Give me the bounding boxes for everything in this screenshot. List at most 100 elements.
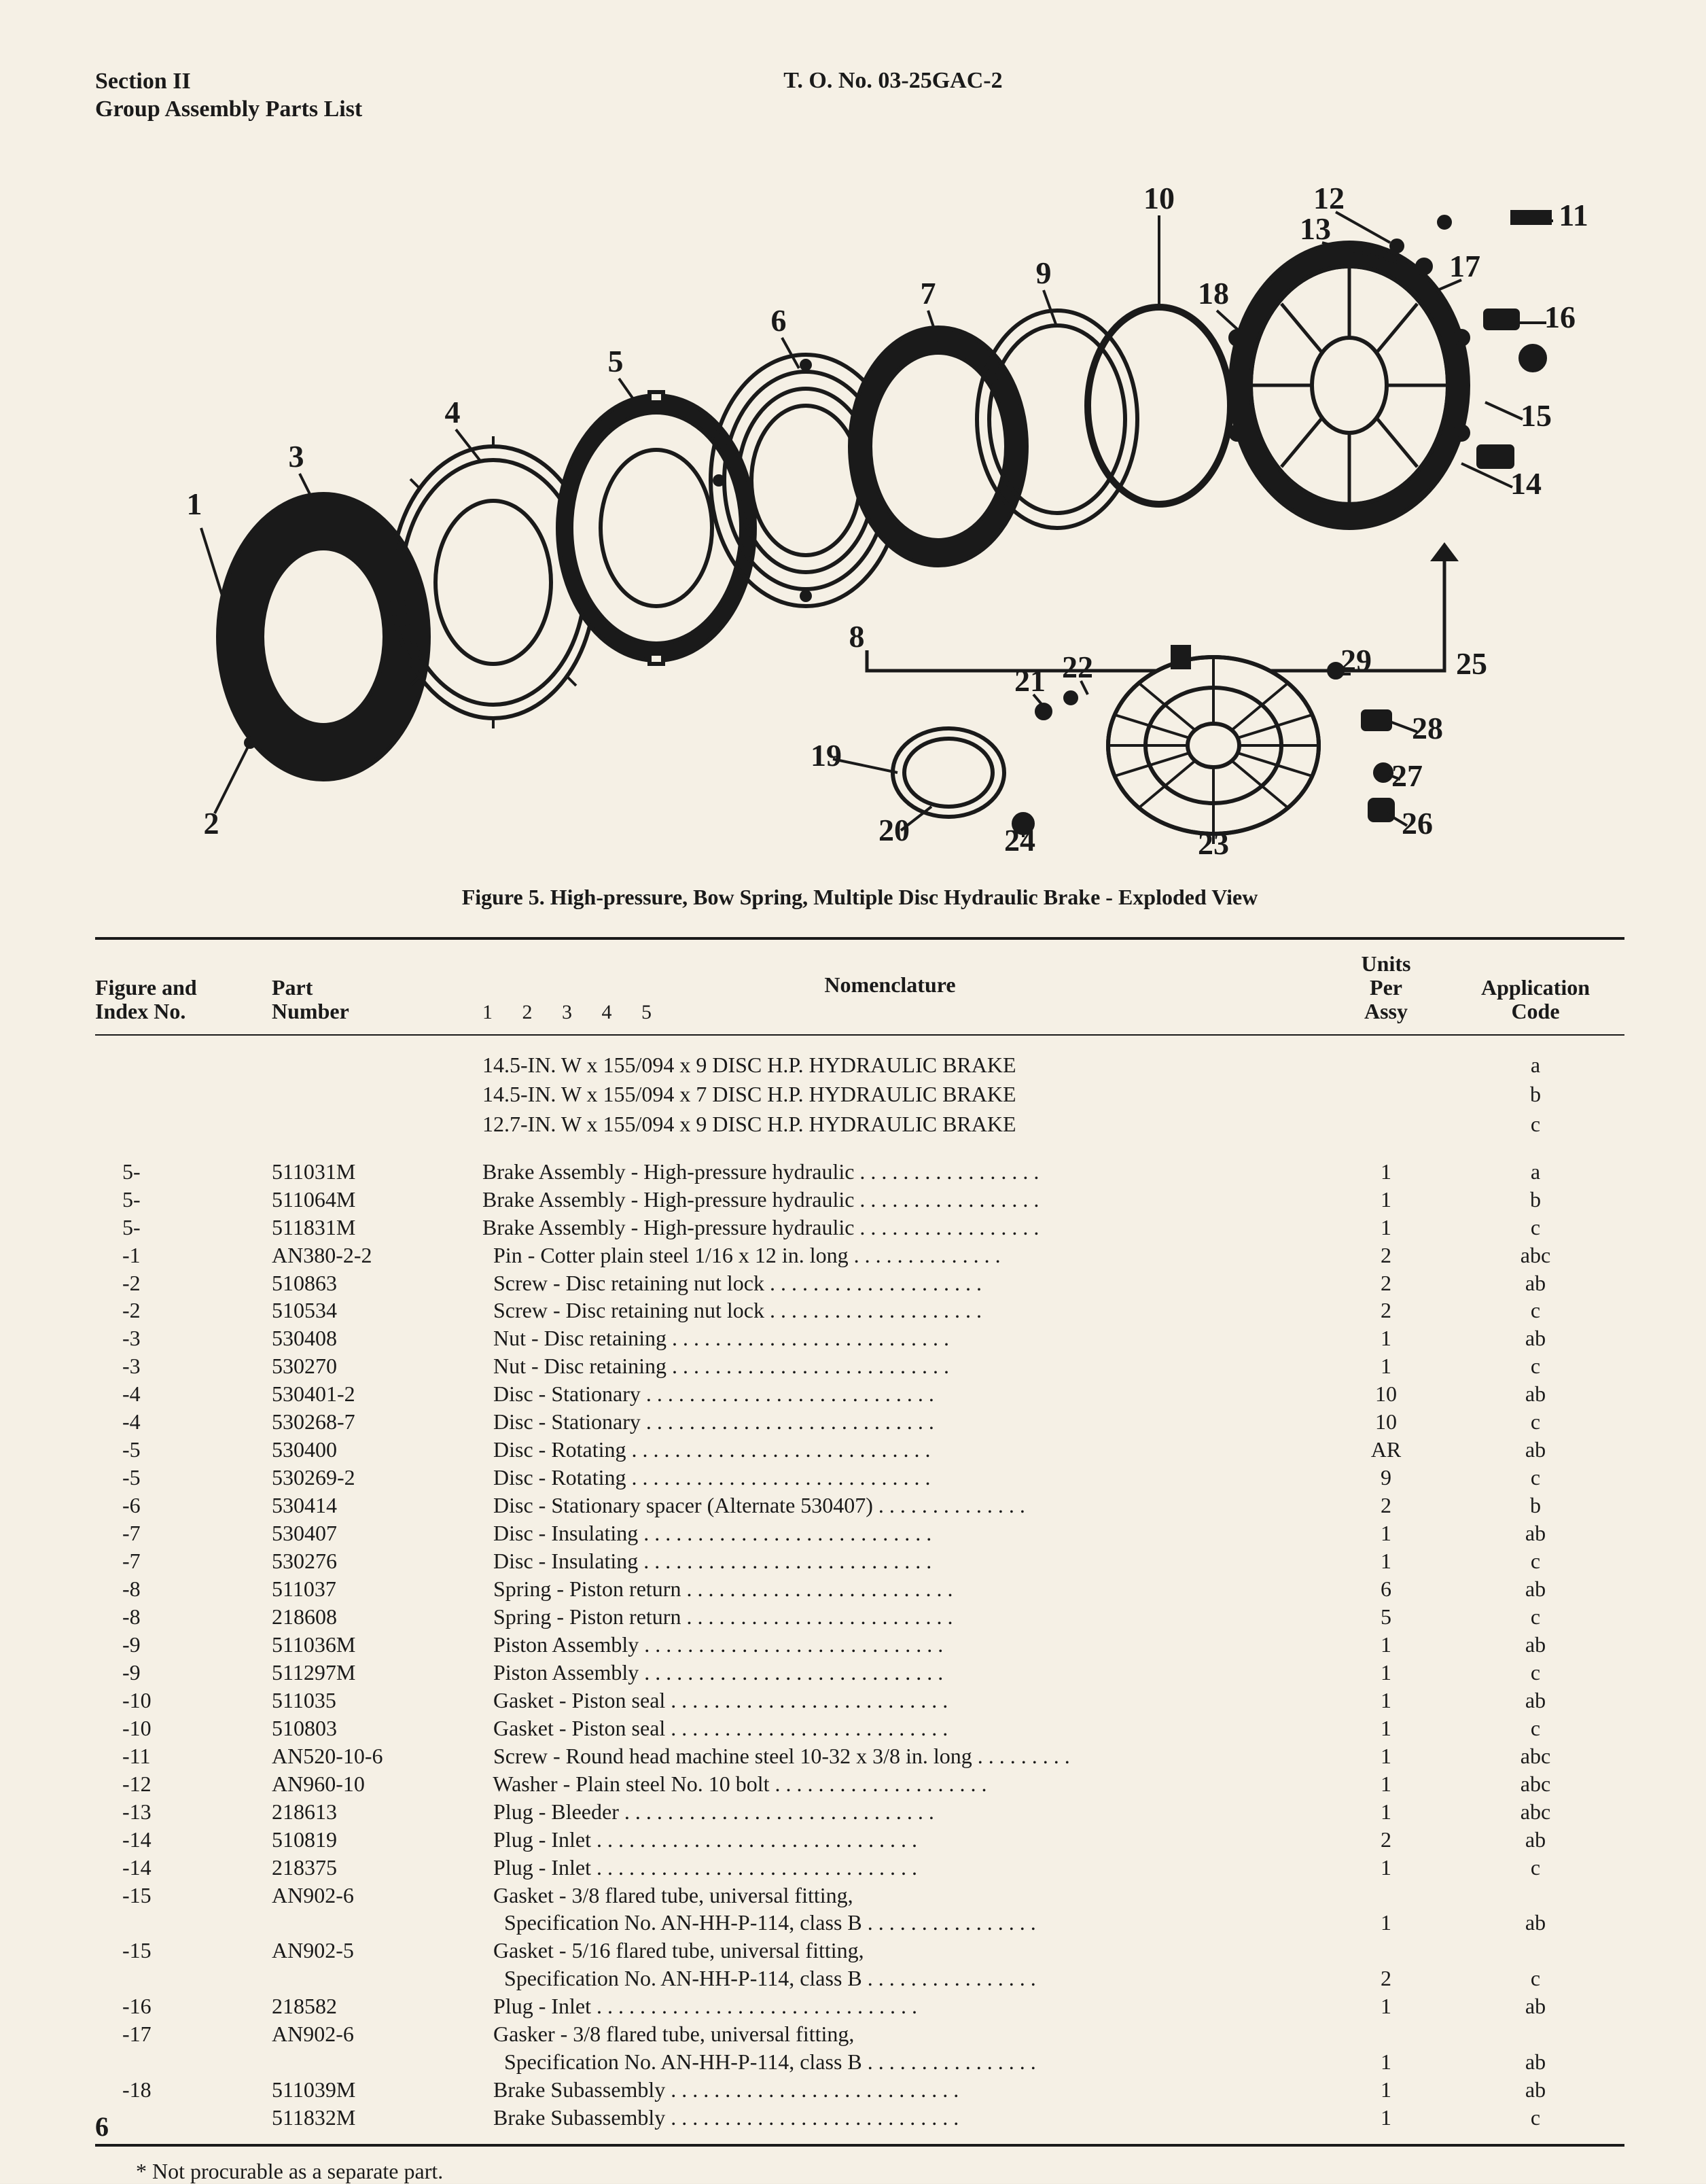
spec-app: a: [1454, 1051, 1617, 1080]
svg-text:13: 13: [1300, 211, 1331, 246]
cell-app: ab: [1454, 1631, 1617, 1659]
cell-app: ab: [1454, 1687, 1617, 1714]
cell-part-number: 511031M: [272, 1158, 462, 1186]
cell-app: ab: [1454, 1436, 1617, 1464]
cell-units: 1: [1318, 1186, 1454, 1214]
cell-nomenclature: Washer - Plain steel No. 10 bolt . . . .…: [462, 1770, 1318, 1798]
cell-fig: -10: [95, 1687, 272, 1714]
cell-part-number: AN902-6: [272, 2020, 462, 2048]
cell-part-number: AN380-2-2: [272, 1241, 462, 1269]
cell-part-number: 511064M: [272, 1186, 462, 1214]
svg-text:16: 16: [1544, 300, 1576, 334]
cell-nomenclature: Gasket - 5/16 flared tube, universal fit…: [462, 1937, 1318, 1965]
table-header: Figure andIndex No. PartNumber Nomenclat…: [95, 947, 1624, 1029]
cell-units: 5: [1318, 1603, 1454, 1631]
cell-fig: -14: [95, 1854, 272, 1882]
cell-units: 1: [1318, 1798, 1454, 1826]
cell-app: c: [1454, 1854, 1617, 1882]
cell-nomenclature: Spring - Piston return . . . . . . . . .…: [462, 1575, 1318, 1603]
table-row: -17 AN902-6 Gasker - 3/8 flared tube, un…: [95, 2020, 1624, 2048]
cell-app: ab: [1454, 1909, 1617, 1937]
cell-fig: -15: [95, 1882, 272, 1909]
cell-fig: 5-: [95, 1158, 272, 1186]
cell-app: ab: [1454, 1826, 1617, 1854]
cell-fig: -17: [95, 2020, 272, 2048]
cell-units: 1: [1318, 2104, 1454, 2132]
cell-fig: -3: [95, 1324, 272, 1352]
cell-part-number: 530276: [272, 1547, 462, 1575]
cell-nomenclature: Disc - Rotating . . . . . . . . . . . . …: [462, 1436, 1318, 1464]
th-application: ApplicationCode: [1454, 976, 1617, 1023]
th-figure-index: Figure andIndex No.: [95, 976, 272, 1023]
table-row: -9 511036M Piston Assembly . . . . . . .…: [95, 1631, 1624, 1659]
cell-nomenclature: Piston Assembly . . . . . . . . . . . . …: [462, 1631, 1318, 1659]
svg-text:24: 24: [1004, 823, 1035, 858]
footnote: * Not procurable as a separate part.: [95, 2159, 1624, 2184]
cell-units: 1: [1318, 2048, 1454, 2076]
section-label: Section II Group Assembly Parts List: [95, 68, 362, 124]
cell-units: 1: [1318, 1687, 1454, 1714]
cell-app: c: [1454, 1603, 1617, 1631]
cell-units: 2: [1318, 1269, 1454, 1297]
table-row: 5- 511031M Brake Assembly - High-pressur…: [95, 1158, 1624, 1186]
cell-part-number: 511036M: [272, 1631, 462, 1659]
cell-nomenclature: Gasket - Piston seal . . . . . . . . . .…: [462, 1714, 1318, 1742]
cell-units: 1: [1318, 1158, 1454, 1186]
cell-fig: -14: [95, 1826, 272, 1854]
table-row: 511832M Brake Subassembly . . . . . . . …: [95, 2104, 1624, 2132]
cell-app: a: [1454, 1158, 1617, 1186]
table-row: -2 510863 Screw - Disc retaining nut loc…: [95, 1269, 1624, 1297]
table-row: -5 530269-2 Disc - Rotating . . . . . . …: [95, 1464, 1624, 1492]
cell-fig: -7: [95, 1547, 272, 1575]
cell-units: 1: [1318, 1214, 1454, 1241]
cell-units: 1: [1318, 1659, 1454, 1687]
table-row: -14 218375 Plug - Inlet . . . . . . . . …: [95, 1854, 1624, 1882]
svg-text:15: 15: [1521, 398, 1552, 433]
svg-text:18: 18: [1198, 276, 1229, 311]
table-row: -12 AN960-10 Washer - Plain steel No. 10…: [95, 1770, 1624, 1798]
table-row: -16 218582 Plug - Inlet . . . . . . . . …: [95, 1992, 1624, 2020]
cell-units: 1: [1318, 1519, 1454, 1547]
svg-text:9: 9: [1035, 256, 1051, 290]
svg-text:11: 11: [1559, 198, 1588, 232]
table-row: -10 510803 Gasket - Piston seal . . . . …: [95, 1714, 1624, 1742]
svg-text:3: 3: [288, 439, 304, 474]
cell-part-number: 511037: [272, 1575, 462, 1603]
cell-fig: -9: [95, 1631, 272, 1659]
parts-table: 5- 511031M Brake Assembly - High-pressur…: [95, 1158, 1624, 2132]
table-row-cont: Specification No. AN-HH-P-114, class B .…: [95, 2048, 1624, 2076]
table-row: -3 530270 Nut - Disc retaining . . . . .…: [95, 1352, 1624, 1380]
table-row: 5- 511831M Brake Assembly - High-pressur…: [95, 1214, 1624, 1241]
cell-fig: -4: [95, 1408, 272, 1436]
th-nomenclature: Nomenclature 1 2 3 4 5: [462, 973, 1318, 1023]
spec-app: b: [1454, 1080, 1617, 1109]
cell-nomenclature: Disc - Stationary . . . . . . . . . . . …: [462, 1380, 1318, 1408]
cell-nomenclature: Screw - Disc retaining nut lock . . . . …: [462, 1269, 1318, 1297]
cell-fig: -12: [95, 1770, 272, 1798]
cell-app: abc: [1454, 1241, 1617, 1269]
section-text: Section II: [95, 69, 191, 94]
cell-fig: -18: [95, 2076, 272, 2104]
cell-nomenclature: Disc - Insulating . . . . . . . . . . . …: [462, 1519, 1318, 1547]
cell-fig: -16: [95, 1992, 272, 2020]
spec-block: 14.5-IN. W x 155/094 x 9 DISC H.P. HYDRA…: [95, 1051, 1624, 1139]
cell-nomenclature: Brake Subassembly . . . . . . . . . . . …: [462, 2076, 1318, 2104]
cell-nomenclature: Pin - Cotter plain steel 1/16 x 12 in. l…: [462, 1241, 1318, 1269]
cell-part-number: 510863: [272, 1269, 462, 1297]
svg-text:1: 1: [186, 487, 202, 521]
cell-nomenclature: Screw - Disc retaining nut lock . . . . …: [462, 1297, 1318, 1324]
exploded-diagram: 1 2 3 4 5 6 7 8 9 10 11 12 13 14 15 16 1…: [95, 137, 1624, 871]
rule-header-bottom: [95, 1034, 1624, 1036]
cell-units: 1: [1318, 1352, 1454, 1380]
cell-part-number: 530270: [272, 1352, 462, 1380]
cell-app: ab: [1454, 1380, 1617, 1408]
figure-caption: Figure 5. High-pressure, Bow Spring, Mul…: [95, 885, 1624, 910]
cell-part-number: 530268-7: [272, 1408, 462, 1436]
spec-row: 12.7-IN. W x 155/094 x 9 DISC H.P. HYDRA…: [95, 1110, 1624, 1139]
svg-text:28: 28: [1412, 711, 1443, 745]
table-row: -8 218608 Spring - Piston return . . . .…: [95, 1603, 1624, 1631]
svg-text:14: 14: [1510, 466, 1542, 501]
cell-app: ab: [1454, 1324, 1617, 1352]
spec-nomen: 14.5-IN. W x 155/094 x 7 DISC H.P. HYDRA…: [462, 1080, 1318, 1109]
cell-units: 1: [1318, 1547, 1454, 1575]
